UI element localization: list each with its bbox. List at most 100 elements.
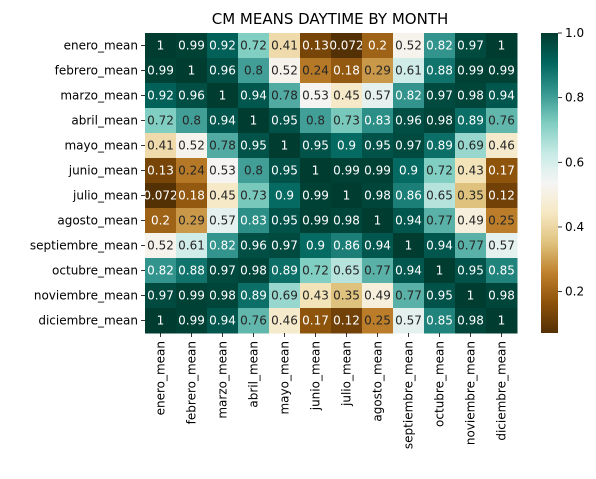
cell-value-label: 0.52 (271, 64, 298, 78)
heatmap-cell (331, 58, 363, 84)
colorbar-gradient (541, 33, 558, 333)
cell-value-label: 0.12 (488, 189, 515, 203)
heatmap-cell (455, 283, 487, 309)
cell-value-label: 0.73 (333, 114, 360, 128)
cell-value-label: 0.52 (395, 39, 422, 53)
cell-value-label: 0.072 (329, 39, 363, 53)
colorbar-tick-label: 0.2 (565, 285, 584, 299)
heatmap-cell (145, 33, 177, 59)
heatmap-cell (145, 83, 177, 109)
cell-value-label: 0.83 (364, 114, 391, 128)
cell-value-label: 0.8 (244, 64, 263, 78)
cell-value-label: 0.97 (426, 89, 453, 103)
cell-value-label: 0.53 (302, 89, 329, 103)
heatmap-cell (486, 233, 518, 259)
row-label: abril_mean (71, 114, 138, 128)
heatmap-cell (238, 183, 270, 209)
cell-value-label: 0.86 (395, 189, 422, 203)
heatmap-cell (145, 308, 177, 334)
cell-value-label: 0.57 (395, 314, 422, 328)
heatmap-cell (238, 308, 270, 334)
column-label: octubre_mean (433, 341, 447, 427)
cell-value-label: 1 (498, 39, 506, 53)
heatmap-cell (424, 283, 456, 309)
cell-value-label: 0.96 (395, 114, 422, 128)
colorbar-tick-label: 1.0 (565, 26, 584, 40)
heatmap-cell (393, 108, 425, 134)
heatmap-cell (176, 158, 208, 184)
heatmap-cell (207, 258, 239, 284)
heatmap-cell (331, 258, 363, 284)
heatmap-cell (455, 108, 487, 134)
heatmap-cell (455, 33, 487, 59)
row-label: mayo_mean (64, 139, 138, 153)
heatmap-cell (424, 158, 456, 184)
heatmap-cell (207, 108, 239, 134)
heatmap-cell (269, 133, 301, 159)
cell-value-label: 0.78 (271, 89, 298, 103)
cell-value-label: 0.95 (271, 114, 298, 128)
cell-value-label: 0.49 (364, 289, 391, 303)
cell-value-label: 0.8 (244, 164, 263, 178)
heatmap-cell (486, 158, 518, 184)
heatmap-cell (424, 258, 456, 284)
cell-value-label: 0.46 (271, 314, 298, 328)
cell-value-label: 0.072 (143, 189, 177, 203)
heatmap-cell (362, 183, 394, 209)
cell-value-label: 0.95 (271, 164, 298, 178)
cell-value-label: 0.35 (333, 289, 360, 303)
heatmap-cell (238, 158, 270, 184)
cell-value-label: 0.99 (333, 164, 360, 178)
heatmap-cell (269, 233, 301, 259)
cell-value-label: 0.76 (488, 114, 515, 128)
heatmap-cell (393, 308, 425, 334)
heatmap-cell (455, 208, 487, 234)
column-label: septiembre_mean (402, 341, 416, 449)
cell-value-label: 0.99 (178, 314, 205, 328)
heatmap-cell (424, 108, 456, 134)
cell-value-label: 0.99 (302, 189, 329, 203)
heatmap-cell (207, 233, 239, 259)
cell-value-label: 0.94 (395, 214, 422, 228)
heatmap-cell (331, 83, 363, 109)
cell-value-label: 0.69 (457, 139, 484, 153)
heatmap-cell (393, 133, 425, 159)
heatmap-cell (300, 133, 332, 159)
colorbar-tick-label: 0.6 (565, 155, 584, 169)
heatmap-cell (362, 58, 394, 84)
column-label: junio_mean (309, 341, 323, 411)
heatmap-cell (207, 83, 239, 109)
heatmap-cell (269, 158, 301, 184)
heatmap-cell (362, 33, 394, 59)
cell-value-label: 0.94 (488, 89, 515, 103)
cell-value-label: 0.94 (240, 89, 267, 103)
cell-value-label: 0.35 (457, 189, 484, 203)
cell-value-label: 0.96 (240, 239, 267, 253)
cell-value-label: 0.2 (151, 214, 170, 228)
column-label: diciembre_mean (495, 341, 509, 441)
heatmap-cell (486, 258, 518, 284)
cell-value-label: 1 (281, 139, 289, 153)
cell-value-label: 0.13 (302, 39, 329, 53)
cell-value-label: 0.72 (147, 114, 174, 128)
heatmap-cell (269, 58, 301, 84)
heatmap-cell (393, 283, 425, 309)
heatmap-cell (424, 58, 456, 84)
cell-value-label: 0.9 (337, 139, 356, 153)
heatmap-cell (176, 283, 208, 309)
heatmap-cell (269, 33, 301, 59)
row-label: junio_mean (68, 164, 138, 178)
cell-value-label: 0.92 (147, 89, 174, 103)
heatmap-cell (238, 33, 270, 59)
cell-value-label: 1 (374, 214, 382, 228)
cell-value-label: 0.12 (333, 314, 360, 328)
heatmap-cell (176, 183, 208, 209)
cell-value-label: 0.96 (209, 64, 236, 78)
cell-value-label: 0.45 (209, 189, 236, 203)
heatmap-cell (207, 208, 239, 234)
row-label: agosto_mean (57, 214, 138, 228)
cell-value-label: 0.72 (302, 264, 329, 278)
heatmap-cell (238, 133, 270, 159)
cell-value-label: 0.98 (426, 114, 453, 128)
heatmap-cell (207, 33, 239, 59)
